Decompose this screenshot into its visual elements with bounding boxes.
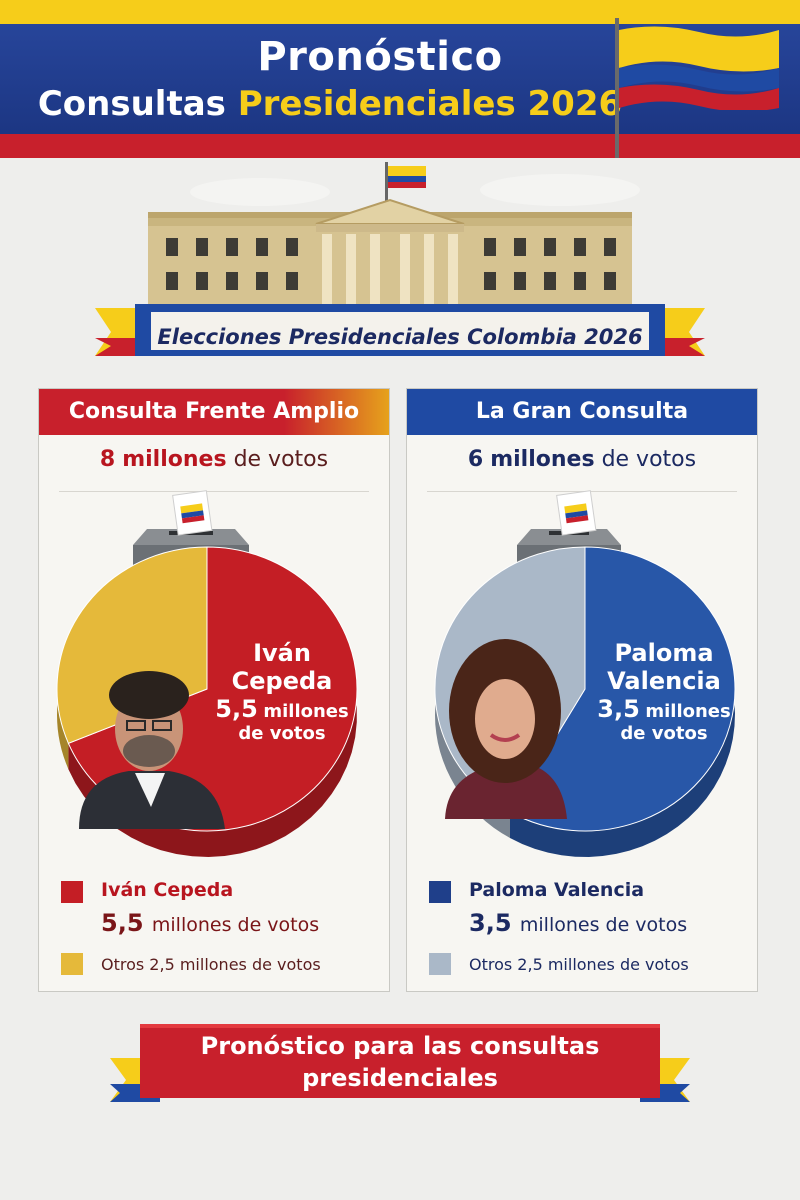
slice-label-value: 5,5 (215, 695, 258, 723)
pie-slice-side-0 (510, 547, 735, 857)
chart-legend: Paloma Valencia 3,5 millones de votos Ot… (429, 877, 749, 975)
slice-label-unit: millones (645, 701, 731, 722)
page-subtitle: Consultas Presidenciales 2026 (30, 84, 630, 124)
legend-swatch-main (429, 881, 451, 903)
legend-other: Otros 2,5 millones de votos (469, 955, 689, 974)
legend-main-name: Paloma Valencia (469, 879, 645, 901)
pie-slice-0 (509, 546, 736, 832)
slice-label-value: 3,5 (597, 695, 640, 723)
presidential-palace-illustration (148, 162, 640, 310)
legend-main-name: Iván Cepeda (101, 879, 234, 901)
legend-item-main: Iván Cepeda 5,5 millones de votos Otros … (61, 877, 381, 975)
footer-line1: Pronóstico para las consultas (200, 1032, 600, 1060)
legend-swatch-other (61, 953, 83, 975)
top-flag-stripe (0, 0, 800, 24)
slice-label-unit: millones (263, 701, 349, 722)
slice-label-main: Iván Cepeda 5,5 millones de votos (197, 639, 367, 745)
ribbon-banner (95, 304, 705, 356)
total-votes-suffix: de votos (233, 447, 329, 472)
slice-label-unit2: de votos (620, 723, 708, 744)
legend-item-main: Paloma Valencia 3,5 millones de votos Ot… (429, 877, 749, 975)
colombia-flag-icon (619, 26, 779, 110)
candidate-portrait (445, 639, 567, 819)
slice-label-name-line1: Paloma (614, 639, 714, 667)
pie-chart (434, 490, 736, 857)
legend-main-value: 5,5 (101, 909, 144, 937)
footer-caption: Pronóstico para las consultas presidenci… (150, 1030, 650, 1094)
divider (59, 491, 369, 492)
footer-line2: presidenciales (302, 1064, 498, 1092)
subtitle-part-a: Consultas (37, 84, 226, 124)
legend-other: Otros 2,5 millones de votos (101, 955, 321, 974)
candidate-portrait (79, 671, 225, 829)
legend-swatch-other (429, 953, 451, 975)
header-red-stripe (0, 134, 800, 158)
total-votes-number: 6 (467, 447, 484, 472)
footer-ribbon (110, 1024, 690, 1102)
subtitle-part-b: Presidenciales 2026 (237, 84, 623, 124)
total-votes-suffix: de votos (601, 447, 697, 472)
page-title: Pronóstico (257, 34, 503, 80)
legend-main-value-line: 3,5 millones de votos (469, 909, 687, 937)
panel-title: Consulta Frente Amplio (39, 389, 389, 435)
panel-title: La Gran Consulta (407, 389, 757, 435)
slice-label-name-line1: Iván (253, 639, 311, 667)
panel-frente-amplio: Consulta Frente Amplio 8 millones de vot… (38, 388, 390, 992)
flag-pole (615, 18, 619, 158)
total-votes-word: millones (490, 447, 595, 472)
total-votes-word: millones (122, 447, 227, 472)
chart-legend: Iván Cepeda 5,5 millones de votos Otros … (61, 877, 381, 975)
legend-swatch-main (61, 881, 83, 903)
elections-banner-text: Elecciones Presidenciales Colombia 2026 (157, 325, 643, 349)
total-votes: 8 millones de votos (39, 447, 389, 477)
slice-label-main: Paloma Valencia 3,5 millones de votos (579, 639, 749, 745)
legend-main-unit: millones de votos (519, 914, 688, 936)
legend-main-value: 3,5 (469, 909, 512, 937)
total-votes: 6 millones de votos (407, 447, 757, 477)
slice-label-name-line2: Cepeda (231, 667, 333, 695)
legend-main-value-line: 5,5 millones de votos (101, 909, 319, 937)
total-votes-number: 8 (99, 447, 116, 472)
slice-label-name-line2: Valencia (607, 667, 721, 695)
panel-gran-consulta: La Gran Consulta 6 millones de votos Pal (406, 388, 758, 992)
pie-chart (56, 490, 358, 857)
slice-label-unit2: de votos (238, 723, 326, 744)
legend-main-unit: millones de votos (151, 914, 320, 936)
